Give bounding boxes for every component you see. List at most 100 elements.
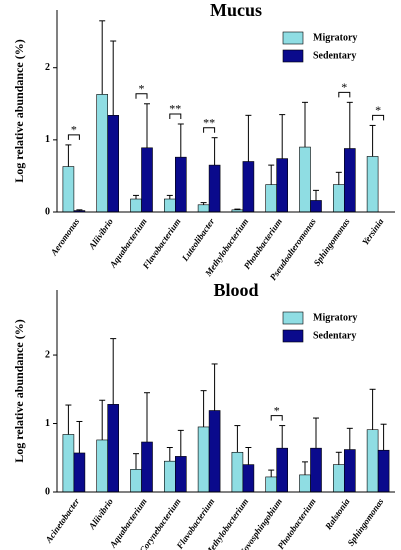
bar	[62, 434, 75, 493]
legend-label: Sedentary	[313, 50, 356, 61]
legend-label: Sedentary	[313, 330, 356, 341]
significance-label: *	[274, 403, 280, 417]
error-bar	[346, 101, 353, 149]
y-tick-label: 1	[45, 134, 50, 145]
x-tick-label: Ralstonia	[322, 496, 351, 532]
bar	[265, 476, 278, 493]
bar	[175, 456, 187, 493]
error-bar	[302, 461, 308, 475]
error-bar	[177, 429, 184, 457]
bar	[276, 158, 289, 213]
error-bar	[144, 103, 150, 148]
error-bar	[234, 425, 241, 453]
error-bar	[302, 101, 308, 148]
legend-swatch	[282, 311, 304, 325]
significance-label: **	[169, 102, 181, 116]
bar	[299, 146, 311, 213]
significance-label: **	[203, 115, 215, 129]
bar	[208, 164, 221, 213]
error-bar	[268, 469, 275, 477]
error-bar	[200, 202, 207, 205]
bar	[73, 452, 86, 493]
error-bar	[369, 388, 376, 430]
y-tick-label: 2	[45, 62, 50, 73]
error-bar	[211, 137, 218, 166]
significance-label: *	[71, 123, 77, 137]
bar	[276, 447, 289, 493]
x-tick-label: Luteolibacter	[179, 216, 216, 264]
panel: Blood Log relative abundance (%) 0 1 2 Acinet…	[12, 280, 395, 550]
y-tick-label: 1	[45, 418, 50, 429]
y-axis-label: Log relative abundance (%)	[12, 39, 26, 182]
error-bar	[234, 208, 241, 210]
bar	[343, 148, 356, 213]
significance-label: *	[341, 80, 347, 94]
error-bar	[245, 446, 252, 465]
legend-label: Migratory	[313, 32, 357, 43]
bar	[96, 94, 108, 213]
bar	[197, 426, 210, 493]
error-bar	[177, 123, 184, 158]
error-bar	[76, 420, 83, 453]
y-tick-label: 0	[45, 486, 50, 497]
bar	[107, 404, 119, 493]
bar	[62, 166, 75, 213]
bar	[377, 449, 390, 493]
bar	[310, 200, 322, 213]
bar	[366, 429, 379, 493]
error-bar	[369, 124, 376, 157]
y-tick-label: 2	[45, 349, 50, 360]
significance-label: *	[375, 103, 381, 117]
bar	[242, 161, 255, 213]
significance-bracket	[67, 134, 80, 140]
bar	[141, 441, 153, 493]
bar	[164, 460, 176, 493]
x-tick-label: Aeromonas	[48, 216, 81, 258]
error-bar	[144, 392, 150, 443]
chart-title: Mucus	[210, 0, 262, 20]
error-bar	[65, 404, 72, 435]
bar	[130, 198, 142, 213]
error-bar	[166, 446, 173, 462]
bar	[231, 451, 244, 493]
significance-bracket	[372, 114, 385, 121]
bar	[310, 447, 322, 493]
error-bar	[335, 171, 342, 185]
bar	[175, 156, 187, 213]
x-tick-label: Aliivibrio	[86, 216, 115, 252]
x-tick-label: Aliivibrio	[86, 496, 115, 532]
legend-swatch	[282, 49, 304, 63]
error-bar	[99, 20, 106, 95]
bar	[265, 184, 278, 213]
panel: Mucus Log relative abundance (%) 0 1 2 Aeromo…	[12, 0, 395, 282]
legend-swatch	[282, 329, 304, 343]
legend-swatch	[282, 31, 304, 45]
x-tick-label: Sphingomonas	[312, 216, 352, 268]
bar	[332, 464, 345, 493]
bar	[242, 464, 255, 493]
error-bar	[166, 194, 173, 200]
error-bar	[110, 338, 117, 405]
error-bar	[110, 40, 117, 116]
error-bar	[279, 425, 286, 449]
error-bar	[268, 164, 275, 185]
x-tick-label: Acinetobacter	[43, 496, 82, 545]
error-bar	[133, 453, 139, 470]
bar	[366, 156, 379, 213]
y-axis-label: Log relative abundance (%)	[12, 319, 26, 462]
y-tick-label: 0	[45, 206, 50, 217]
error-bar	[200, 390, 207, 427]
error-bar	[346, 427, 353, 450]
legend-label: Migratory	[313, 312, 357, 323]
error-bar	[279, 114, 286, 159]
bar	[164, 198, 176, 213]
error-bar	[313, 417, 319, 449]
significance-label: *	[139, 82, 145, 96]
significance-bracket	[135, 93, 148, 99]
error-bar	[65, 144, 72, 167]
bar	[197, 204, 210, 213]
error-bar	[133, 194, 139, 200]
bar	[130, 469, 142, 493]
bar	[107, 115, 119, 213]
